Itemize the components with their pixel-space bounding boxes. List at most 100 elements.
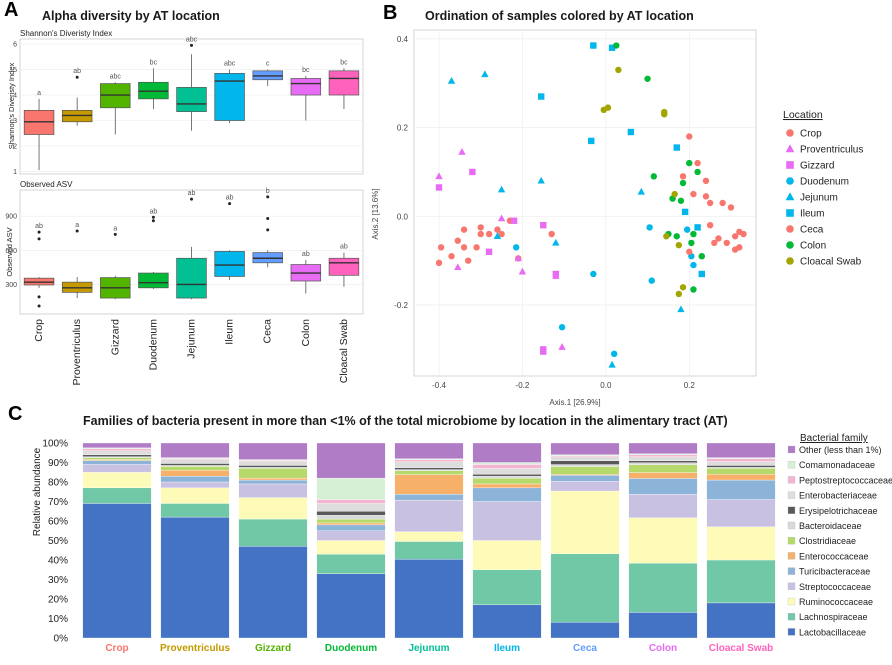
shannon-ytick-label: 4 bbox=[13, 93, 17, 100]
ordination-point-colon bbox=[644, 75, 651, 82]
families-segment-colon-enterobacteriaceae bbox=[628, 456, 698, 461]
ordination-point-crop bbox=[477, 224, 484, 231]
ordination-point-ileum bbox=[627, 128, 635, 136]
ordination-point-colon bbox=[677, 197, 685, 204]
ordination-legend-label-colon: Colon bbox=[800, 241, 826, 252]
families-ytick-label: 50% bbox=[48, 536, 68, 547]
ordination-point-colon bbox=[690, 286, 697, 293]
ordination-point-ceca bbox=[727, 204, 735, 211]
shannon-colon-sig-letter: bc bbox=[302, 67, 310, 74]
shannon-ileum-sig-letter: abc bbox=[224, 61, 236, 68]
families-segment-cloacal-swab-enterococcaceae bbox=[706, 474, 776, 481]
asv-xtick-jejunum: Jejunum bbox=[186, 319, 198, 359]
asv-ceca-outlier bbox=[266, 228, 270, 232]
asv-ylabel: Observed ASV bbox=[5, 227, 14, 276]
ordination-point-ileum bbox=[673, 144, 680, 151]
families-segment-ceca-turicibacteraceae bbox=[550, 475, 620, 482]
ordination-legend-marker-ceca bbox=[786, 225, 794, 233]
asv-xtick-colon: Colon bbox=[300, 319, 312, 347]
families-segment-jejunum-peptostreptococcaceae bbox=[394, 459, 464, 462]
families-segment-proventriculus-streptococcaceae bbox=[160, 481, 230, 489]
families-segment-jejunum-enterobacteriaceae bbox=[394, 461, 464, 468]
ordination-point-ceca bbox=[694, 159, 701, 167]
ordination-point-jejunum bbox=[481, 70, 489, 78]
families-segment-proventriculus-lachnospiraceae bbox=[160, 503, 230, 518]
ordination-ytick-label: 0.0 bbox=[397, 212, 409, 221]
shannon-ceca-sig-letter: c bbox=[266, 61, 270, 68]
ordination-plot-area bbox=[413, 29, 757, 377]
ordination-legend-marker-cloacal-swab bbox=[786, 257, 794, 265]
ordination-xtick-label: -0.4 bbox=[432, 381, 446, 390]
ordination-point-ileum bbox=[588, 137, 595, 145]
ordination-point-cloacal-swab bbox=[671, 190, 678, 198]
families-segment-ceca-other-less-than-1 bbox=[550, 442, 620, 455]
ordination-point-crop bbox=[437, 244, 445, 251]
ordination-point-gizzard bbox=[469, 168, 476, 176]
families-segment-duodenum-lactobacillaceae bbox=[316, 573, 386, 639]
asv-colon-sig-letter: ab bbox=[302, 251, 310, 258]
families-legend-swatch-enterobacteriaceae bbox=[787, 491, 796, 499]
families-segment-cloacal-swab-ruminococcaceae bbox=[706, 526, 776, 561]
families-legend-label-bacteroidaceae: Bacteroidaceae bbox=[799, 521, 862, 531]
asv-xtick-ceca: Ceca bbox=[262, 319, 274, 344]
families-segment-ileum-streptococcaceae bbox=[472, 501, 542, 541]
ordination-point-gizzard bbox=[540, 221, 547, 229]
ordination-point-ceca bbox=[731, 246, 739, 253]
shannon-ytick-label: 6 bbox=[13, 42, 17, 49]
asv-gizzard-sig-letter: a bbox=[113, 225, 117, 232]
ordination-legend-title: Location bbox=[783, 109, 823, 121]
families-segment-ceca-lachnospiraceae bbox=[550, 553, 620, 623]
ordination-ytick-label: 0.2 bbox=[397, 124, 409, 133]
families-ytick-label: 70% bbox=[48, 497, 68, 508]
ordination-legend-marker-jejunum bbox=[785, 192, 795, 201]
ordination-xtick-label: -0.2 bbox=[516, 381, 530, 390]
ordination-xtick-label: 0.2 bbox=[684, 381, 696, 390]
ordination-point-proventriculus bbox=[558, 343, 566, 350]
families-xtick-colon: Colon bbox=[649, 643, 677, 654]
asv-duodenum-outlier bbox=[151, 215, 155, 219]
shannon-proventriculus-outlier bbox=[75, 75, 79, 79]
families-segment-ileum-erysipelotrichaceae bbox=[472, 474, 542, 477]
families-segment-ceca-lactobacillaceae bbox=[550, 622, 620, 639]
ordination-point-colon bbox=[679, 179, 687, 187]
families-ytick-label: 30% bbox=[48, 575, 68, 586]
families-segment-cloacal-swab-erysipelotrichaceae bbox=[706, 465, 776, 468]
ordination-point-ceca bbox=[706, 199, 714, 207]
ordination-point-crop bbox=[494, 226, 501, 233]
families-legend-swatch-lactobacillaceae bbox=[787, 628, 796, 636]
ordination-point-jejunum bbox=[447, 77, 456, 84]
ordination-point-cloacal-swab bbox=[675, 290, 683, 298]
ordination-point-ceca bbox=[706, 221, 714, 229]
families-segment-ceca-enterobacteriaceae bbox=[550, 456, 620, 461]
asv-jejunum-box bbox=[176, 257, 207, 299]
ordination-point-jejunum bbox=[493, 232, 502, 239]
asv-xtick-gizzard: Gizzard bbox=[109, 319, 121, 355]
families-legend-label-lactobacillaceae: Lactobacillaceae bbox=[799, 627, 866, 637]
ordination-point-duodenum bbox=[590, 270, 597, 278]
ordination-point-duodenum bbox=[690, 261, 697, 269]
families-ytick-label: 20% bbox=[48, 595, 68, 606]
families-segment-jejunum-ruminococcaceae bbox=[394, 531, 464, 542]
families-segment-crop-turicibacteraceae bbox=[82, 460, 152, 465]
ordination-point-crop bbox=[448, 253, 455, 260]
families-ytick-label: 100% bbox=[42, 439, 68, 450]
families-segment-proventriculus-erysipelotrichaceae bbox=[160, 463, 230, 466]
families-segment-ileum-clostridiaceae bbox=[472, 477, 542, 485]
families-stacked-bar: Relative abundance 0% 10% 20% 30% 40% 50% 60% 7… bbox=[32, 433, 892, 654]
ordination-point-cloacal-swab bbox=[663, 233, 670, 240]
families-segment-ileum-enterobacteriaceae bbox=[472, 468, 542, 475]
families-segment-duodenum-lachnospiraceae bbox=[316, 553, 386, 574]
families-ytick-label: 40% bbox=[48, 556, 68, 567]
ordination-point-ileum bbox=[538, 93, 545, 100]
families-legend-swatch-streptococcaceae bbox=[787, 582, 796, 590]
shannon-cloacal-swab-sig-letter: bc bbox=[340, 59, 348, 66]
ordination-point-jejunum bbox=[497, 185, 506, 193]
families-segment-crop-streptococcaceae bbox=[82, 464, 152, 473]
families-segment-jejunum-lachnospiraceae bbox=[394, 541, 464, 560]
shannon-ytick-label: 3 bbox=[13, 118, 17, 125]
shannon-gizzard-sig-letter: abc bbox=[110, 73, 122, 80]
ordination-point-duodenum bbox=[610, 350, 618, 358]
asv-ytick-label: 300 bbox=[5, 282, 17, 289]
families-segment-proventriculus-lactobacillaceae bbox=[160, 516, 230, 639]
asv-cloacal-swab-box bbox=[328, 257, 360, 276]
